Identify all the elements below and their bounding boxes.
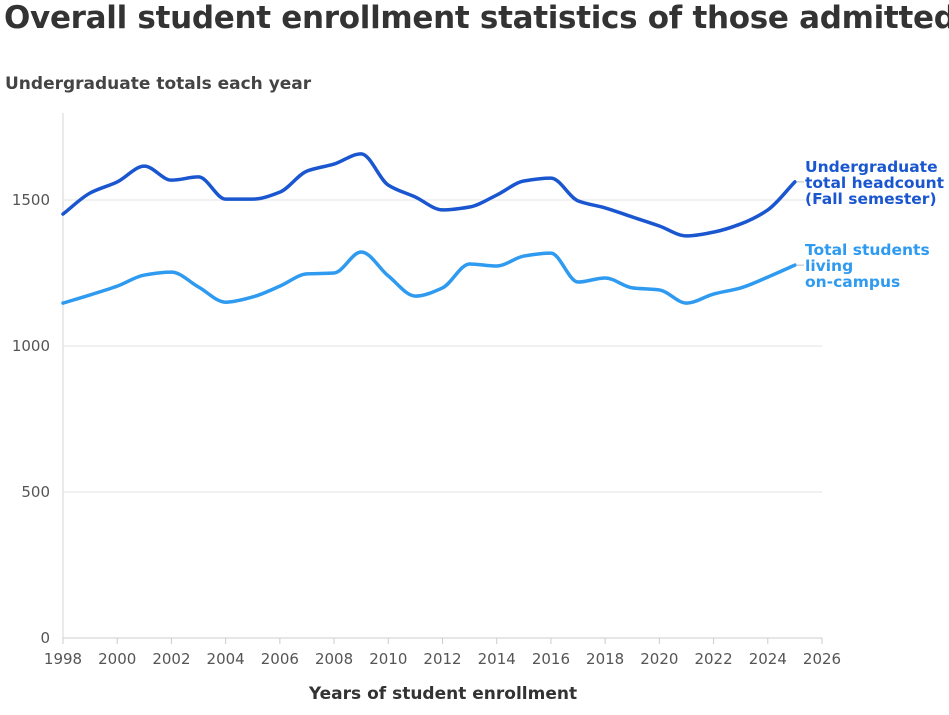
series-label: total headcount bbox=[805, 174, 945, 192]
x-tick-label: 2012 bbox=[423, 650, 461, 668]
x-tick-label: 2026 bbox=[803, 650, 841, 668]
series-label: living bbox=[805, 257, 853, 275]
series-label: on-campus bbox=[805, 273, 900, 291]
series-line-0 bbox=[61, 152, 797, 238]
chart-subtitle: Undergraduate totals each year bbox=[5, 74, 312, 94]
x-tick-label: 2008 bbox=[315, 650, 353, 668]
series-line-1 bbox=[61, 250, 797, 305]
series-label: Undergraduate bbox=[805, 158, 938, 176]
y-tick-label: 500 bbox=[21, 483, 50, 501]
x-tick-label: 2022 bbox=[694, 650, 732, 668]
y-tick-label: 0 bbox=[40, 629, 50, 647]
series-label: Total students bbox=[805, 241, 930, 259]
x-tick-label: 2002 bbox=[152, 650, 190, 668]
y-tick-label: 1000 bbox=[12, 337, 50, 355]
x-tick-label: 2010 bbox=[369, 650, 407, 668]
x-tick-label: 2014 bbox=[478, 650, 516, 668]
y-tick-label: 1500 bbox=[12, 191, 50, 209]
x-tick-label: 2024 bbox=[749, 650, 787, 668]
x-tick-label: 2018 bbox=[586, 650, 624, 668]
x-tick-label: 2020 bbox=[640, 650, 678, 668]
x-tick-label: 2000 bbox=[98, 650, 136, 668]
x-tick-label: 2004 bbox=[207, 650, 245, 668]
x-axis-title: Years of student enrollment bbox=[308, 684, 577, 704]
x-tick-label: 2006 bbox=[261, 650, 299, 668]
x-tick-label: 1998 bbox=[44, 650, 82, 668]
series-label: (Fall semester) bbox=[805, 190, 937, 208]
chart-title: Overall student enrollment statistics of… bbox=[4, 0, 949, 36]
x-tick-label: 2016 bbox=[532, 650, 570, 668]
